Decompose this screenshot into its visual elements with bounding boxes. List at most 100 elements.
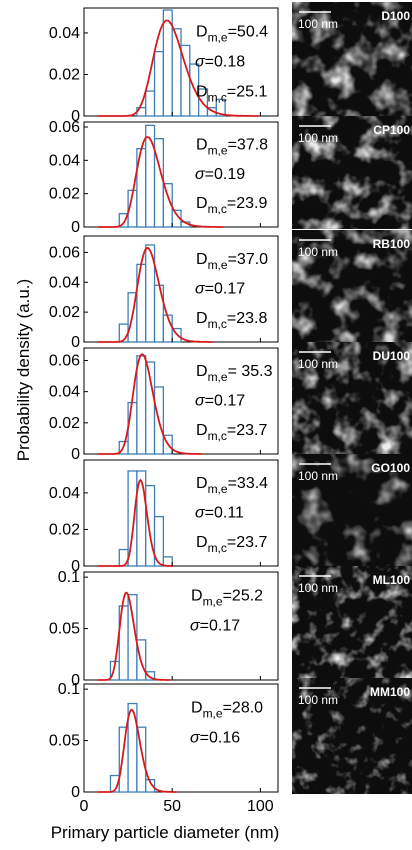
dme-label: Dm,e=25.2 xyxy=(191,588,263,609)
tem-particles xyxy=(292,454,412,568)
x-tick-label: 100 xyxy=(247,798,274,815)
histogram-bar xyxy=(136,355,147,455)
sample-label: DU100 xyxy=(373,349,411,363)
y-axis-title: Probability density (a.u.) xyxy=(14,279,33,461)
sample-label: D100 xyxy=(381,9,410,23)
tem-particles xyxy=(292,2,412,118)
y-tick-label: 0.06 xyxy=(49,119,80,136)
sample-label: ML100 xyxy=(373,573,411,587)
x-tick-label: 0 xyxy=(80,798,89,815)
histogram-bar xyxy=(153,50,165,117)
fit-annotation: Dm,e=37.0 σ=0.17 Dm,c=23.8 xyxy=(195,251,268,331)
panel-cp100: 0 0.02 0.04 0.06 Dm,e=37.8 σ=0.19 Dm,c=23.9 100… xyxy=(49,116,412,236)
scale-bar-label: 100 nm xyxy=(298,469,338,483)
y-tick-label: 0.06 xyxy=(49,352,80,369)
tem-particles xyxy=(292,678,412,794)
sigma-label: σ=0.18 xyxy=(195,54,245,71)
histogram-bar xyxy=(145,90,156,117)
sigma-label: σ=0.16 xyxy=(190,730,240,747)
histogram-bar xyxy=(171,28,182,117)
tem-image-cp100: 100 nm CP100 xyxy=(292,116,412,229)
histogram-bar xyxy=(145,484,156,567)
axes-box xyxy=(83,683,279,793)
fit-annotation: Dm,e=33.4 σ=0.11 Dm,c=23.7 xyxy=(195,475,268,555)
lognormal-fit-curve xyxy=(98,353,203,455)
y-tick-label: 0.02 xyxy=(49,66,80,83)
dme-label: Dm,e=33.4 xyxy=(196,475,268,496)
y-tick-label: 0 xyxy=(71,784,80,801)
y-tick-label: 0 xyxy=(71,558,80,575)
dme-label: Dm,e=50.4 xyxy=(196,24,268,45)
histogram-bar xyxy=(171,327,182,343)
dmc-label: Dm,c=23.7 xyxy=(196,422,267,443)
histogram-bar xyxy=(145,779,156,793)
sample-label: RB100 xyxy=(373,237,411,251)
dmc-label: Dm,c=23.9 xyxy=(196,195,267,216)
histogram-bar xyxy=(127,593,138,681)
tem-particles xyxy=(292,566,412,682)
dme-label: Dm,e= 35.3 xyxy=(196,363,273,384)
dme-label: Dm,e=37.0 xyxy=(196,251,268,272)
panel-mm100: 0 0.05 0.1 Dm,e=28.0 σ=0.16 100 nm MM100 xyxy=(49,678,412,801)
sigma-label: σ=0.17 xyxy=(190,618,240,635)
sample-label: GO100 xyxy=(371,461,410,475)
axes-box xyxy=(83,347,279,455)
y-tick-label: 0.04 xyxy=(49,384,80,401)
tem-image-go100: 100 nm GO100 xyxy=(292,454,412,568)
y-tick-label: 0.02 xyxy=(49,521,80,538)
scale-bar-label: 100 nm xyxy=(298,693,338,707)
lognormal-fit-curve xyxy=(98,246,213,343)
histogram-panels: 0 0.02 0.04 Dm,e=50.4 σ=0.18 Dm,c=25.1 100 nm D… xyxy=(49,2,412,815)
dme-label: Dm,e=28.0 xyxy=(191,700,263,721)
histogram-bar xyxy=(127,401,138,455)
y-tick-label: 0 xyxy=(71,446,80,463)
panel-ml100: 0 0.05 0.1 Dm,e=25.2 σ=0.17 100 nm ML100 xyxy=(49,566,412,689)
histogram-bar xyxy=(153,516,165,567)
lognormal-fit-curve xyxy=(98,136,224,228)
sigma-label: σ=0.17 xyxy=(195,392,245,409)
y-tick-label: 0.02 xyxy=(49,186,80,203)
tem-image-d100: 100 nm D100 xyxy=(292,2,412,118)
y-tick-label: 0.04 xyxy=(49,485,80,502)
fit-annotation: Dm,e=28.0 σ=0.16 xyxy=(190,700,263,747)
panel-d100: 0 0.02 0.04 Dm,e=50.4 σ=0.18 Dm,c=25.1 100 nm D… xyxy=(49,2,412,125)
lognormal-fit-curve xyxy=(98,708,177,793)
scale-bar-label: 100 nm xyxy=(298,17,338,31)
sigma-label: σ=0.11 xyxy=(195,504,244,521)
panel-rb100: 0 0.02 0.04 0.06 Dm,e=37.0 σ=0.17 Dm,c=23.8 100… xyxy=(49,230,412,351)
tem-image-du100: 100 nm DU100 xyxy=(292,342,412,456)
sample-label: MM100 xyxy=(370,685,410,699)
fit-annotation: Dm,e= 35.3 σ=0.17 Dm,c=23.7 xyxy=(195,363,273,443)
scale-bar-label: 100 nm xyxy=(298,357,338,371)
y-tick-label: 0.06 xyxy=(49,244,80,261)
y-tick-label: 0 xyxy=(71,219,80,236)
y-tick-label: 0 xyxy=(71,672,80,689)
tem-particles xyxy=(292,116,412,229)
tem-particles xyxy=(292,230,412,344)
y-tick-label: 0.04 xyxy=(49,152,80,169)
tem-image-ml100: 100 nm ML100 xyxy=(292,566,412,682)
y-tick-label: 0.05 xyxy=(49,733,80,750)
histogram-bar xyxy=(215,98,226,117)
fit-annotation: Dm,e=50.4 σ=0.18 Dm,c=25.1 xyxy=(195,24,268,105)
lognormal-fit-curve xyxy=(98,591,170,681)
panel-go100: 0 0.02 0.04 Dm,e=33.4 σ=0.11 Dm,c=23.7 100 nm G… xyxy=(49,454,412,575)
y-tick-label: 0.05 xyxy=(49,621,80,638)
histogram-bar xyxy=(145,671,156,681)
dmc-label: Dm,c=23.7 xyxy=(196,534,267,555)
histogram-bar xyxy=(118,726,129,793)
histogram-bar xyxy=(162,556,173,567)
panel-du100: 0 0.02 0.04 0.06 Dm,e= 35.3 σ=0.17 Dm,c=23.7 10… xyxy=(49,342,412,463)
fit-annotation: Dm,e=37.8 σ=0.19 Dm,c=23.9 xyxy=(195,137,268,216)
lognormal-fit-curve xyxy=(98,19,259,117)
y-tick-label: 0.04 xyxy=(49,25,80,42)
x-axis-title: Primary particle diameter (nm) xyxy=(51,823,280,842)
axes-box xyxy=(83,571,279,681)
fit-annotation: Dm,e=25.2 σ=0.17 xyxy=(190,588,263,635)
scale-bar-label: 100 nm xyxy=(298,245,338,259)
y-tick-label: 0 xyxy=(71,108,80,125)
y-tick-label: 0.1 xyxy=(58,681,80,698)
dmc-label: Dm,c=25.1 xyxy=(196,84,267,105)
y-tick-label: 0.1 xyxy=(58,569,80,586)
